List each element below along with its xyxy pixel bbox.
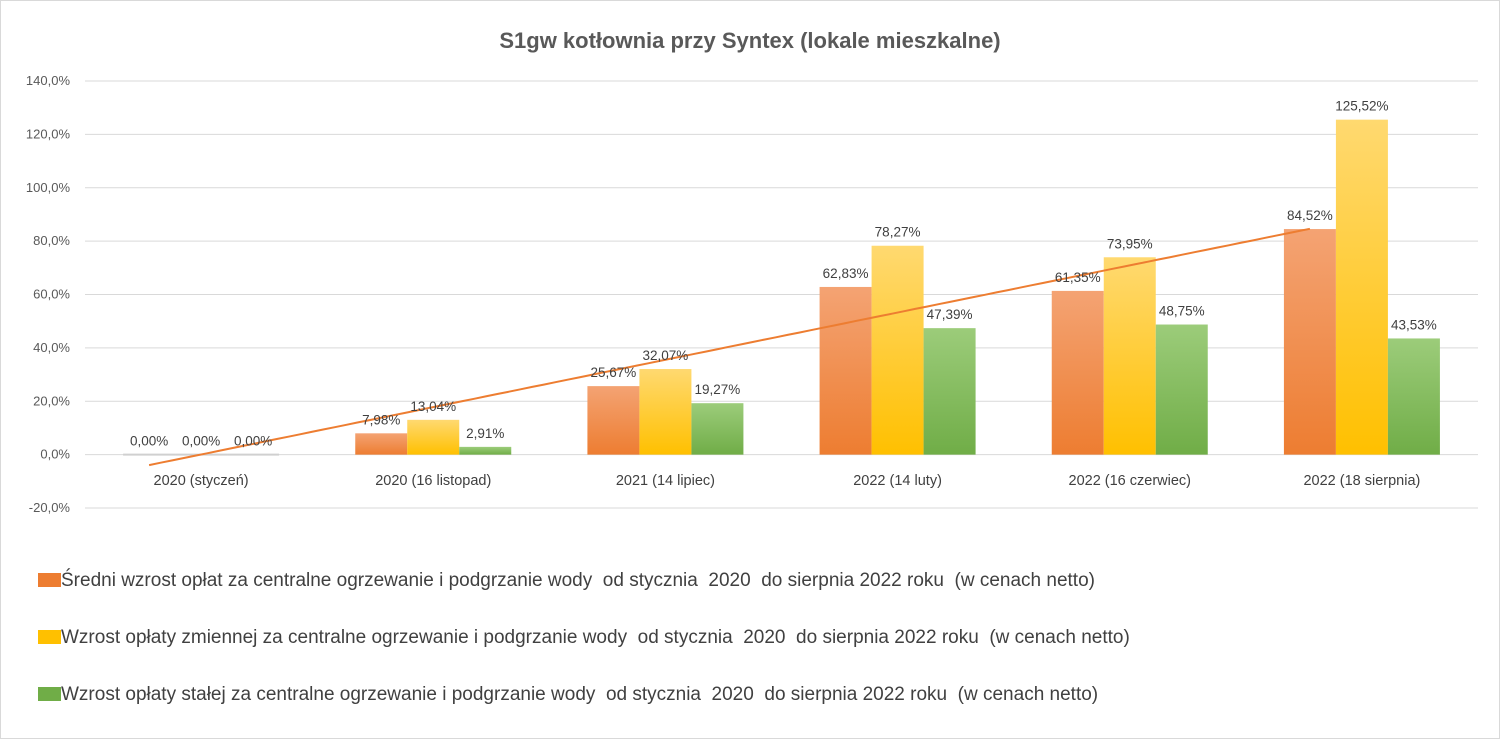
bar (1155, 324, 1208, 455)
bar (123, 453, 176, 456)
data-label: 84,52% (1287, 208, 1333, 223)
y-tick-label: 80,0% (33, 233, 70, 248)
x-axis: 2020 (styczeń) 2020 (16 listopad) 2021 (14… (154, 473, 1421, 489)
trendline (148, 227, 1311, 467)
legend-label: Wzrost opłaty zmiennej za centralne ogrz… (61, 627, 1130, 648)
bar (639, 369, 692, 455)
x-tick-label: 2020 (styczeń) (154, 473, 249, 489)
bar (1335, 119, 1388, 455)
y-tick-label: 100,0% (26, 180, 71, 195)
bar (407, 419, 460, 455)
legend: Średni wzrost opłat za centralne ogrzewa… (38, 569, 1130, 705)
y-tick-label: 120,0% (26, 126, 71, 141)
data-label: 43,53% (1391, 317, 1437, 332)
bar (355, 433, 408, 455)
bar (1387, 338, 1440, 455)
gridlines (85, 80, 1478, 509)
bar (459, 446, 512, 455)
data-label: 0,00% (182, 434, 220, 449)
bar (691, 403, 744, 455)
y-tick-label: 60,0% (33, 287, 70, 302)
y-tick-label: 20,0% (33, 393, 70, 408)
legend-swatch (38, 630, 61, 644)
trendline-path (148, 227, 1311, 467)
x-tick-label: 2020 (16 listopad) (375, 473, 491, 489)
data-label: 47,39% (927, 307, 973, 322)
bar (871, 245, 924, 455)
y-tick-label: 140,0% (26, 73, 71, 88)
bar (819, 286, 872, 455)
data-label: 13,04% (410, 399, 456, 414)
y-tick-label: -20,0% (29, 500, 71, 515)
bar (227, 453, 280, 456)
data-label: 2,91% (466, 426, 504, 441)
legend-label: Wzrost opłaty stałej za centralne ogrzew… (61, 684, 1098, 705)
x-tick-label: 2022 (14 luty) (853, 473, 942, 489)
bar (1103, 257, 1156, 455)
x-tick-label: 2022 (18 sierpnia) (1303, 473, 1420, 489)
y-axis: -20,0% 0,0% 20,0% 40,0% 60,0% 80,0% 100,0% 120,… (26, 73, 71, 515)
data-label: 73,95% (1107, 236, 1153, 251)
data-label: 0,00% (130, 434, 168, 449)
data-label: 25,67% (591, 365, 637, 380)
data-label: 32,07% (643, 348, 689, 363)
y-tick-label: 0,0% (40, 447, 70, 462)
data-label: 0,00% (234, 434, 272, 449)
data-label: 78,27% (875, 225, 921, 240)
y-tick-label: 40,0% (33, 340, 70, 355)
bar (1283, 229, 1336, 455)
chart-title: S1gw kotłownia przy Syntex (lokale miesz… (499, 28, 1000, 53)
data-label: 19,27% (695, 382, 741, 397)
bar (1051, 290, 1104, 455)
data-label: 48,75% (1159, 304, 1205, 319)
x-tick-label: 2022 (16 czerwiec) (1069, 473, 1192, 489)
data-label: 62,83% (823, 266, 869, 281)
legend-swatch (38, 687, 61, 701)
bar (923, 328, 976, 455)
bar (587, 386, 640, 455)
legend-swatch (38, 573, 61, 587)
legend-label: Średni wzrost opłat za centralne ogrzewa… (61, 569, 1095, 591)
bars (123, 119, 1440, 456)
data-label: 7,98% (362, 412, 400, 427)
data-labels: 0,00% 0,00% 0,00% 7,98% 13,04% 2,91% 25,67% 32,… (130, 99, 1437, 449)
data-label: 125,52% (1335, 99, 1388, 114)
data-label: 61,35% (1055, 270, 1101, 285)
x-tick-label: 2021 (14 lipiec) (616, 473, 715, 489)
